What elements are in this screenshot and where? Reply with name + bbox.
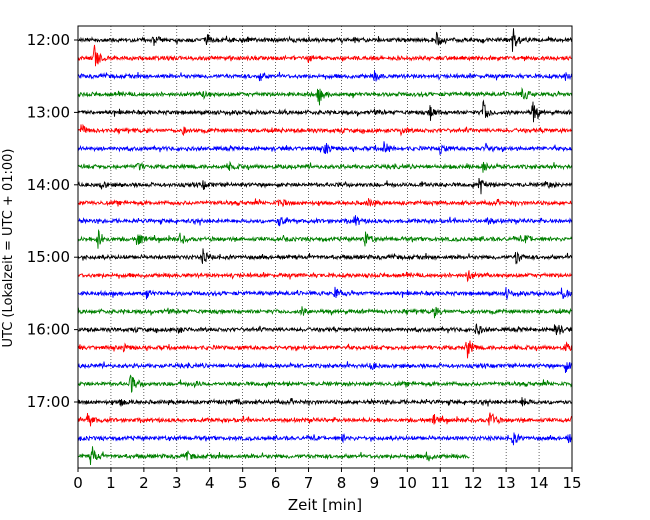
x-axis-ticks: 0 1 2 3 4 5 6 7 8 9 10 11 12 13 14 15 [73,468,582,492]
x-tick-label: 1 [106,474,116,492]
y-tick-label: 14:00 [27,176,70,194]
x-tick-label: 0 [73,474,83,492]
trace-line [77,141,573,156]
x-tick-label: 10 [398,474,417,492]
x-tick-label: 3 [172,474,182,492]
trace-line [77,306,573,319]
y-axis-ticks: 12:00 13:00 14:00 15:00 16:00 17:00 [27,31,78,411]
x-axis-label: Zeit [min] [288,496,362,514]
trace-line [77,248,573,265]
x-tick-label: 9 [370,474,380,492]
trace-line [77,286,573,301]
x-tick-label: 4 [205,474,215,492]
trace-line [77,323,573,336]
trace-line [78,44,573,67]
x-tick-label: 15 [562,474,581,492]
seismogram-traces [77,28,573,466]
trace-line [77,270,573,283]
trace-line [77,340,573,359]
trace-line [77,70,573,82]
trace-line [77,215,573,227]
trace-line [77,228,572,249]
trace-line [77,198,573,208]
trace-line [77,374,573,393]
trace-line [77,361,573,374]
trace-line [77,177,573,195]
x-tick-label: 6 [271,474,281,492]
y-tick-label: 17:00 [27,393,70,411]
y-axis-label: UTC (Lokalzeit = UTC + 01:00) [1,149,16,348]
y-tick-label: 13:00 [27,103,70,121]
trace-line [77,412,573,427]
trace-line [77,99,573,123]
x-tick-label: 2 [139,474,149,492]
trace-line [77,397,573,407]
x-tick-label: 5 [238,474,248,492]
trace-line [77,432,573,446]
trace-line [77,28,573,52]
x-tick-label: 14 [530,474,549,492]
y-tick-label: 16:00 [27,321,70,339]
trace-line [77,160,573,173]
trace-line [77,446,470,466]
x-tick-label: 11 [431,474,450,492]
x-tick-label: 12 [464,474,483,492]
trace-line [77,86,573,106]
x-tick-label: 7 [304,474,314,492]
x-tick-label: 13 [497,474,516,492]
y-tick-label: 15:00 [27,248,70,266]
plot-frame [77,25,573,469]
y-tick-label: 12:00 [27,31,70,49]
x-tick-label: 8 [337,474,347,492]
trace-line [77,123,573,137]
